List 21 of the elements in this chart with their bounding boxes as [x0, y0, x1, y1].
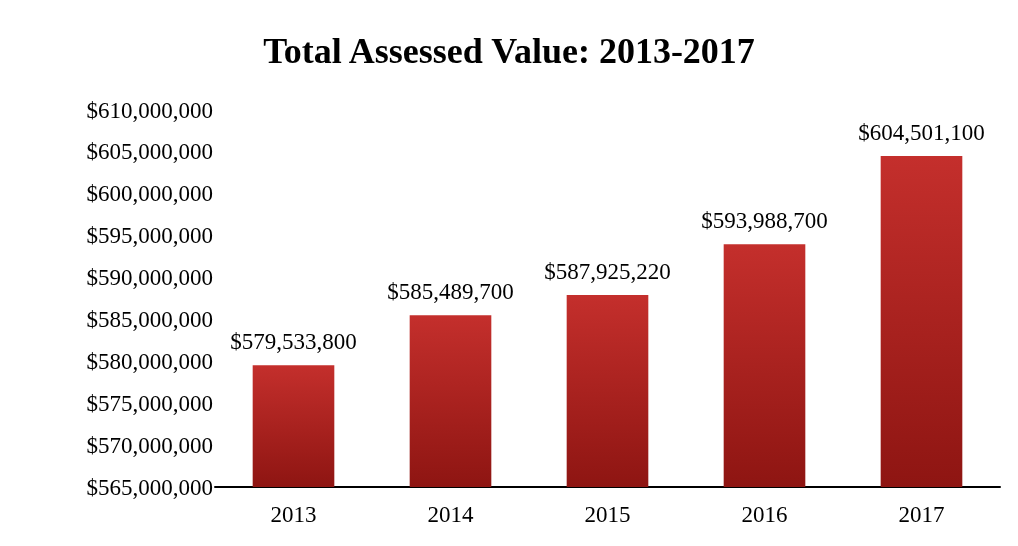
y-tick-label: $585,000,000	[86, 306, 213, 332]
y-tick-label: $595,000,000	[86, 223, 213, 249]
y-tick-label: $610,000,000	[86, 97, 213, 123]
chart-title: Total Assessed Value: 2013-2017	[263, 31, 755, 71]
y-tick-label: $575,000,000	[86, 390, 213, 416]
y-tick-label: $600,000,000	[86, 181, 213, 207]
x-tick-label: 2015	[584, 502, 631, 527]
x-tick-label: 2017	[898, 502, 945, 527]
y-tick-label: $570,000,000	[86, 432, 213, 458]
y-tick-label: $580,000,000	[86, 348, 213, 374]
y-tick-label: $605,000,000	[86, 139, 213, 165]
x-tick-label: 2014	[427, 502, 474, 527]
data-label: $579,533,800	[230, 329, 357, 355]
y-tick-label: $565,000,000	[86, 474, 213, 500]
x-tick-label: 2016	[741, 502, 788, 527]
x-tick-label: 2013	[270, 502, 317, 527]
y-tick-label: $590,000,000	[86, 265, 213, 291]
data-label: $593,988,700	[701, 208, 828, 234]
data-label: $604,501,100	[858, 120, 985, 146]
data-label: $587,925,220	[544, 258, 671, 284]
data-label: $585,489,700	[387, 279, 514, 305]
